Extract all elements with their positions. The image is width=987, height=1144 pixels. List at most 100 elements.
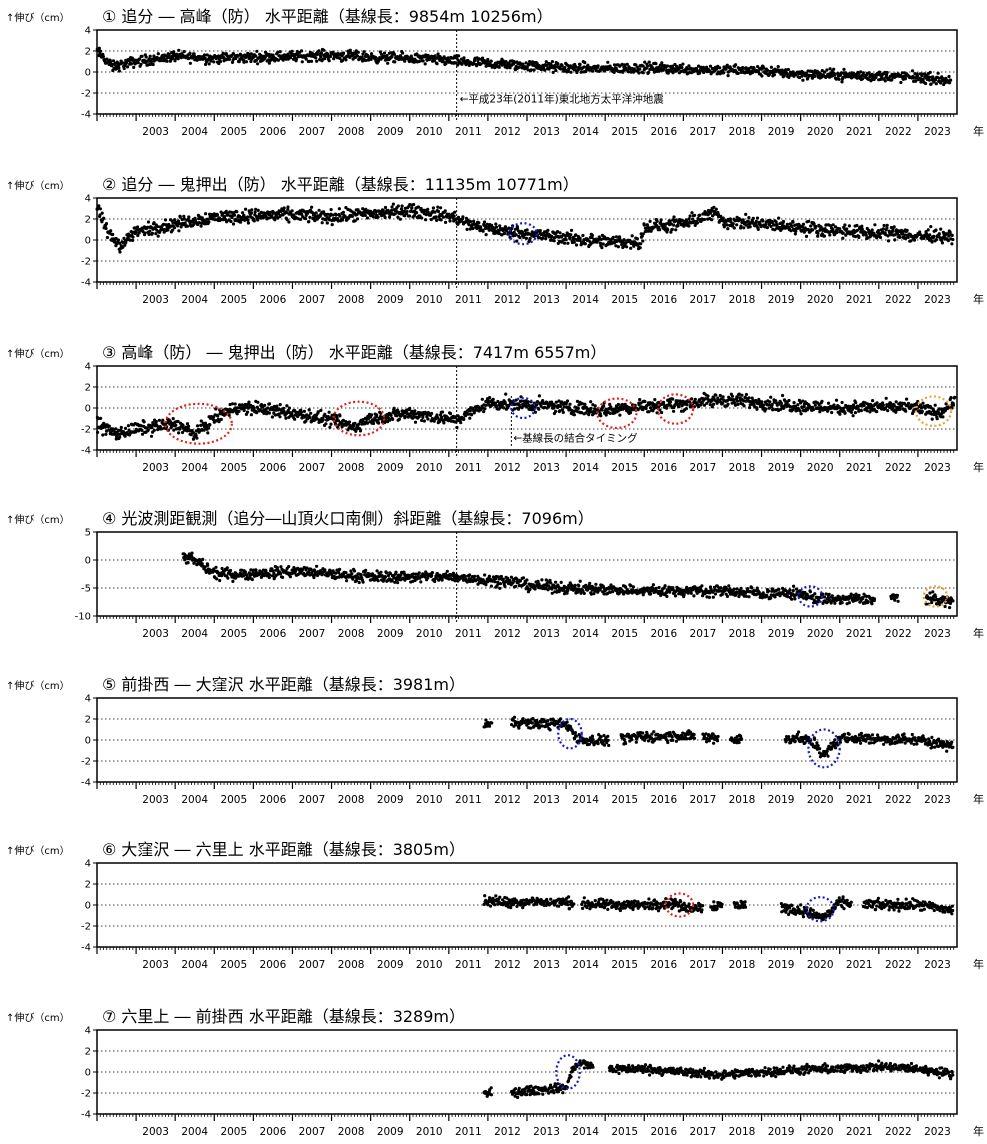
- data-point: [810, 228, 815, 232]
- data-point: [722, 71, 726, 75]
- data-point: [860, 77, 865, 81]
- data-point: [98, 49, 103, 53]
- y-tick-label: 2: [85, 215, 91, 226]
- data-point: [123, 426, 128, 430]
- x-tick-label: 2023: [924, 294, 951, 306]
- data-point: [628, 411, 633, 415]
- data-point: [744, 392, 749, 397]
- data-point: [255, 49, 259, 53]
- data-point: [373, 211, 378, 215]
- data-point: [638, 398, 642, 402]
- data-point: [252, 219, 256, 223]
- annotation-text: ←平成23年(2011年)東北地方太平洋沖地震: [460, 92, 665, 105]
- data-point: [118, 435, 122, 439]
- data-point: [300, 49, 304, 53]
- data-point: [422, 419, 426, 423]
- data-point: [140, 54, 144, 58]
- data-point: [672, 215, 676, 219]
- x-tick-label: 2020: [807, 294, 834, 306]
- data-point: [620, 62, 624, 66]
- data-point: [325, 221, 329, 225]
- data-point: [134, 230, 138, 235]
- data-point: [784, 68, 788, 72]
- data-point: [502, 231, 507, 236]
- data-point: [256, 400, 260, 404]
- data-point: [319, 51, 323, 55]
- data-point: [267, 402, 272, 406]
- data-point: [643, 399, 647, 404]
- data-point: [278, 50, 282, 54]
- data-point: [557, 399, 561, 403]
- data-point: [642, 223, 646, 227]
- data-point: [764, 407, 768, 411]
- data-point: [732, 226, 736, 230]
- data-point: [241, 211, 245, 215]
- data-point: [146, 59, 150, 63]
- data-point: [369, 413, 374, 417]
- data-point: [104, 226, 108, 231]
- data-point: [426, 207, 430, 211]
- data-point: [448, 412, 453, 416]
- data-point: [483, 407, 487, 411]
- data-point: [111, 68, 115, 73]
- data-point: [336, 219, 340, 223]
- data-point: [698, 71, 702, 75]
- data-point: [819, 75, 824, 79]
- data-point: [639, 242, 643, 246]
- data-point: [762, 403, 766, 407]
- data-point: [116, 238, 120, 242]
- data-point: [882, 223, 886, 228]
- data-point: [219, 417, 223, 421]
- x-tick-label: 2019: [768, 126, 795, 138]
- data-point: [950, 233, 954, 237]
- data-point: [643, 60, 647, 64]
- data-point: [375, 414, 379, 418]
- data-point: [712, 402, 716, 406]
- data-point: [167, 52, 171, 57]
- data-point: [363, 213, 367, 217]
- data-point: [209, 59, 213, 63]
- data-point: [730, 394, 735, 398]
- data-point: [840, 80, 844, 84]
- data-point: [916, 74, 920, 78]
- data-point: [176, 57, 180, 61]
- data-point: [436, 52, 440, 56]
- data-point: [413, 409, 417, 413]
- data-point: [841, 231, 845, 235]
- y-tick-label: -2: [81, 257, 91, 268]
- data-point: [825, 68, 829, 72]
- data-point: [321, 418, 325, 422]
- data-point: [751, 216, 755, 220]
- data-point: [517, 65, 521, 69]
- data-point: [119, 425, 123, 429]
- data-point: [544, 60, 548, 64]
- data-point: [883, 79, 887, 83]
- data-point: [765, 226, 770, 230]
- data-point: [614, 235, 619, 239]
- data-point: [161, 418, 165, 422]
- data-point: [855, 76, 859, 80]
- data-point: [623, 63, 627, 67]
- data-point: [912, 238, 917, 242]
- data-point: [456, 63, 460, 67]
- data-point: [442, 421, 446, 425]
- data-point: [344, 58, 348, 62]
- data-point: [126, 65, 130, 69]
- data-point: [111, 232, 115, 237]
- data-point: [307, 220, 311, 224]
- data-point: [725, 223, 729, 227]
- data-point: [670, 227, 674, 231]
- data-point: [744, 66, 748, 70]
- data-point: [590, 233, 595, 237]
- data-point: [498, 224, 502, 228]
- data-point: [244, 60, 248, 64]
- data-point: [705, 65, 709, 69]
- chart-panel-1: ① 追分 ― 高峰（防） 水平距離（基線長：9854m 10256m） ↑伸び（c…: [6, 7, 984, 138]
- data-point: [666, 228, 670, 232]
- data-point: [327, 410, 331, 414]
- data-point: [249, 211, 253, 215]
- data-point: [104, 222, 109, 226]
- data-point: [176, 224, 180, 228]
- y-axis-label: ↑伸び（cm）: [6, 180, 70, 192]
- data-point: [929, 82, 933, 86]
